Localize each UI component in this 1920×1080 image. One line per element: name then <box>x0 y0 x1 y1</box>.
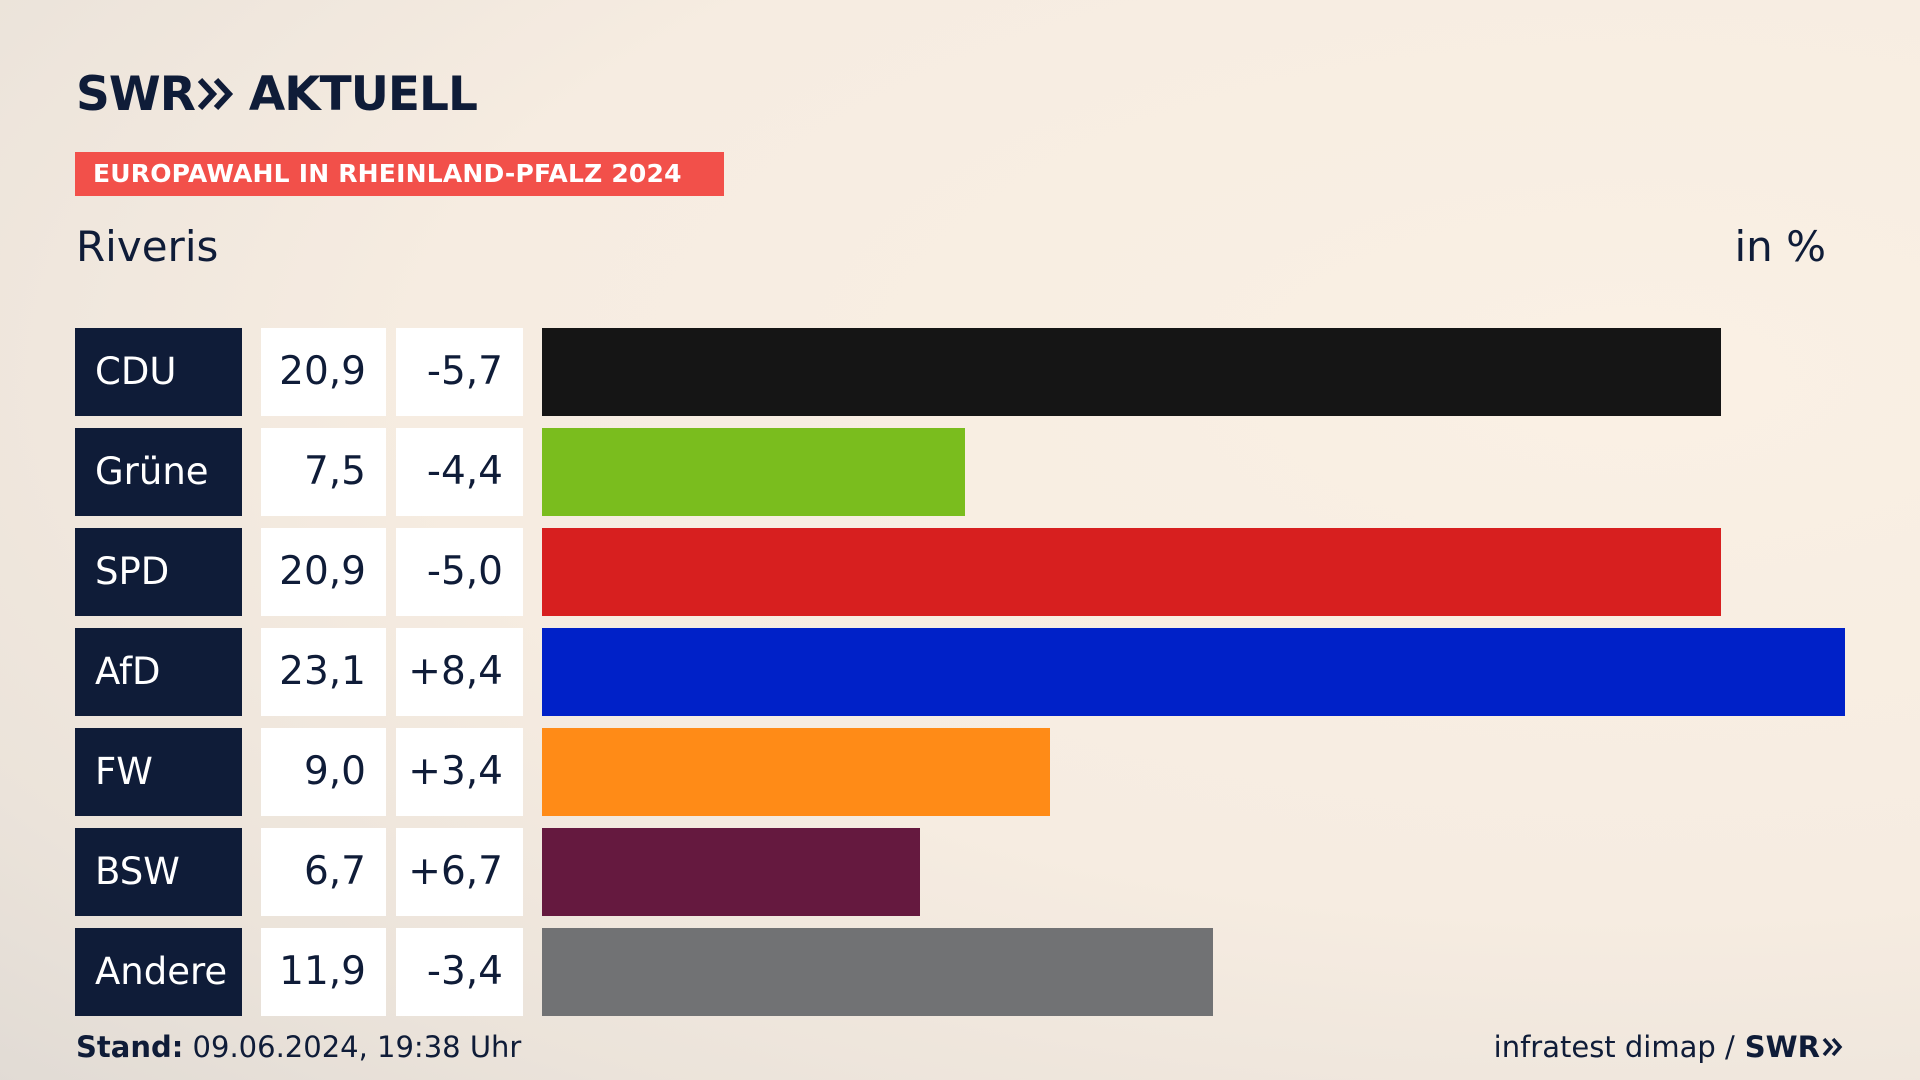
result-row: Andere 11,9 -3,4 <box>75 928 1855 1016</box>
vote-share-label: 23,1 <box>261 628 386 716</box>
swr-small-logo: SWR <box>1745 1030 1844 1064</box>
change-label: +8,4 <box>396 628 523 716</box>
vote-share-label: 20,9 <box>261 528 386 616</box>
change-label: -3,4 <box>396 928 523 1016</box>
vote-share-label: 20,9 <box>261 328 386 416</box>
vote-share-bar <box>542 428 965 516</box>
double-chevron-icon <box>197 77 233 111</box>
party-label: FW <box>75 728 242 816</box>
party-label: Grüne <box>75 428 242 516</box>
vote-share-bar <box>542 728 1050 816</box>
change-label: +3,4 <box>396 728 523 816</box>
party-label: BSW <box>75 828 242 916</box>
change-label: -5,7 <box>396 328 523 416</box>
party-label: Andere <box>75 928 242 1016</box>
vote-share-label: 9,0 <box>261 728 386 816</box>
party-label: AfD <box>75 628 242 716</box>
party-label: CDU <box>75 328 242 416</box>
logo-text: SWR <box>76 66 196 122</box>
change-label: -4,4 <box>396 428 523 516</box>
result-row: FW 9,0 +3,4 <box>75 728 1855 816</box>
result-row: SPD 20,9 -5,0 <box>75 528 1855 616</box>
source-credit: infratest dimap / SWR <box>1494 1030 1844 1064</box>
source-text: infratest dimap / <box>1493 1030 1735 1064</box>
result-row: AfD 23,1 +8,4 <box>75 628 1855 716</box>
election-banner: EUROPAWAHL IN RHEINLAND-PFALZ 2024 <box>75 152 724 196</box>
logo-suffix: AKTUELL <box>248 66 478 122</box>
municipality-title: Riveris <box>76 222 219 271</box>
stand-label: Stand: <box>76 1030 184 1064</box>
vote-share-label: 7,5 <box>261 428 386 516</box>
small-logo-text: SWR <box>1744 1030 1820 1064</box>
vote-share-bar <box>542 828 920 916</box>
stand-value: 09.06.2024, 19:38 Uhr <box>192 1030 522 1064</box>
vote-share-bar <box>542 328 1721 416</box>
vote-share-bar <box>542 628 1845 716</box>
swr-aktuell-logo: SWR AKTUELL <box>76 66 478 122</box>
vote-share-bar <box>542 528 1721 616</box>
change-label: -5,0 <box>396 528 523 616</box>
vote-share-bar <box>542 928 1213 1016</box>
double-chevron-icon <box>1822 1037 1843 1057</box>
unit-label: in % <box>1734 222 1826 271</box>
result-row: CDU 20,9 -5,7 <box>75 328 1855 416</box>
change-label: +6,7 <box>396 828 523 916</box>
vote-share-label: 11,9 <box>261 928 386 1016</box>
vote-share-label: 6,7 <box>261 828 386 916</box>
party-label: SPD <box>75 528 242 616</box>
result-row: BSW 6,7 +6,7 <box>75 828 1855 916</box>
timestamp: Stand: 09.06.2024, 19:38 Uhr <box>76 1030 521 1064</box>
result-row: Grüne 7,5 -4,4 <box>75 428 1855 516</box>
